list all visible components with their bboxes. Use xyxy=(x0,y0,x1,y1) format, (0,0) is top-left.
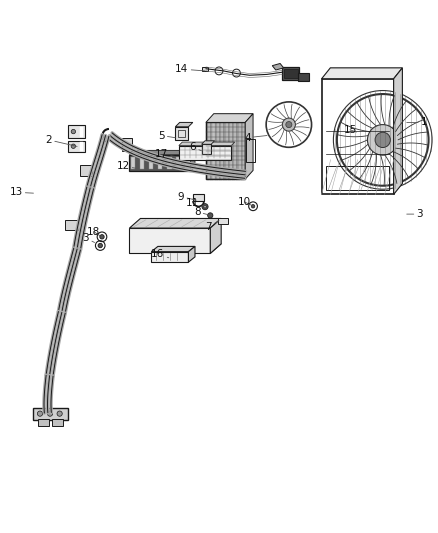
Text: 16: 16 xyxy=(151,249,169,259)
Polygon shape xyxy=(68,141,85,152)
Bar xyxy=(148,157,153,169)
Circle shape xyxy=(202,204,208,210)
Bar xyxy=(175,127,188,140)
Circle shape xyxy=(251,205,255,208)
Bar xyxy=(166,157,172,169)
Circle shape xyxy=(37,411,42,416)
Bar xyxy=(131,157,135,169)
Text: 5: 5 xyxy=(158,131,175,141)
Polygon shape xyxy=(394,68,403,195)
Text: 10: 10 xyxy=(238,197,252,207)
Text: 17: 17 xyxy=(155,149,175,159)
Bar xyxy=(297,72,308,82)
Circle shape xyxy=(283,118,295,131)
Polygon shape xyxy=(206,114,253,123)
Bar xyxy=(193,195,204,201)
Bar xyxy=(52,419,63,426)
Circle shape xyxy=(375,132,390,148)
Circle shape xyxy=(57,411,62,416)
Text: 15: 15 xyxy=(343,125,357,135)
Text: 8: 8 xyxy=(194,207,209,217)
Bar xyxy=(80,165,92,176)
Polygon shape xyxy=(175,123,193,127)
Bar xyxy=(246,140,255,162)
Bar xyxy=(179,146,231,159)
Bar xyxy=(206,123,245,179)
Circle shape xyxy=(367,125,398,155)
Polygon shape xyxy=(130,219,221,228)
Bar xyxy=(122,138,132,151)
Text: 3: 3 xyxy=(407,209,423,219)
Text: 13: 13 xyxy=(9,187,33,197)
Circle shape xyxy=(71,130,75,134)
Bar xyxy=(321,79,394,195)
Polygon shape xyxy=(210,219,221,253)
Polygon shape xyxy=(130,150,195,155)
Polygon shape xyxy=(151,252,188,262)
Text: 14: 14 xyxy=(175,64,205,74)
Polygon shape xyxy=(188,246,195,262)
Polygon shape xyxy=(68,125,85,138)
Bar xyxy=(284,69,297,78)
Polygon shape xyxy=(130,228,210,253)
Bar xyxy=(158,157,162,169)
Circle shape xyxy=(208,213,213,218)
Polygon shape xyxy=(151,246,195,252)
Polygon shape xyxy=(321,68,403,79)
Circle shape xyxy=(286,122,292,128)
Circle shape xyxy=(47,411,53,416)
Bar xyxy=(38,419,49,426)
Text: 3: 3 xyxy=(82,233,95,243)
Polygon shape xyxy=(179,142,235,146)
Polygon shape xyxy=(272,63,284,70)
Bar xyxy=(130,155,191,171)
Polygon shape xyxy=(130,244,221,253)
Circle shape xyxy=(204,205,206,208)
Polygon shape xyxy=(245,114,253,179)
Text: 2: 2 xyxy=(46,135,77,147)
Bar xyxy=(176,157,180,169)
Bar xyxy=(202,67,208,71)
Bar xyxy=(185,157,190,169)
Text: 1: 1 xyxy=(407,117,427,127)
Text: 4: 4 xyxy=(244,133,267,143)
Text: 18: 18 xyxy=(87,227,100,237)
Bar xyxy=(201,144,211,154)
Text: 6: 6 xyxy=(190,142,201,152)
Polygon shape xyxy=(191,150,195,171)
Bar xyxy=(283,67,299,79)
Bar xyxy=(178,130,185,137)
Polygon shape xyxy=(33,408,68,420)
Bar xyxy=(65,220,78,230)
Bar xyxy=(140,157,145,169)
Text: 7: 7 xyxy=(205,221,219,232)
Text: 9: 9 xyxy=(178,192,196,201)
Text: 11: 11 xyxy=(186,198,204,208)
Bar xyxy=(326,166,389,190)
Bar xyxy=(218,217,228,224)
Polygon shape xyxy=(201,141,215,144)
Circle shape xyxy=(71,144,75,148)
Text: 12: 12 xyxy=(117,161,136,171)
Circle shape xyxy=(100,235,104,239)
Circle shape xyxy=(98,244,102,248)
